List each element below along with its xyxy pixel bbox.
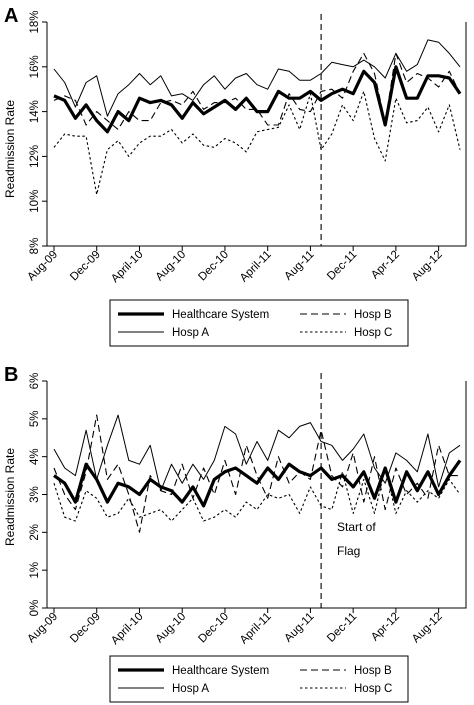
panel-letter-b: B [4, 364, 18, 386]
panel-b: B Readmission Rate 0%1%2%3%4%5%6%Aug-09 D… [3, 364, 467, 648]
x-tick-label: Dec-10 [196, 249, 231, 284]
series-line-healthcare-system [53, 65, 462, 134]
x-tick-label: April-11 [238, 249, 274, 285]
axes-a: 8%10%12%14%16%18%Aug-09 Dec-09 April-10 Aug… [25, 10, 467, 286]
axes-b: 0%1%2%3%4%5%6%Aug-09 Dec-09 April-10 Aug-10… [25, 373, 467, 648]
annotation-line-2: Flag [337, 544, 360, 558]
series-line-hosp-c [53, 467, 461, 522]
x-tick-label: Dec-10 [196, 611, 231, 646]
legend-label: Healthcare System [172, 309, 269, 321]
y-tick-label: 8% [29, 238, 41, 255]
legend-a: Healthcare System Hosp B Hosp A Hosp C [109, 299, 409, 347]
y-tick-label: 12% [29, 145, 41, 168]
x-tick-label: Aug-10 [154, 249, 189, 284]
x-tick-label: April-11 [238, 611, 274, 647]
x-tick-label: Dec-09 [68, 249, 103, 284]
x-tick-label: Dec-11 [325, 611, 359, 645]
legend-label: Hosp B [354, 309, 392, 321]
series-line-hosp-b [53, 414, 460, 533]
y-axis-label-b: Readmission Rate [3, 448, 17, 546]
x-tick-label: Dec-09 [68, 611, 103, 646]
y-tick-label: 16% [29, 55, 41, 78]
series-line-hosp-a [53, 39, 461, 117]
legend-b: Healthcare System Hosp B Hosp A Hosp C [109, 655, 409, 703]
series-line-hosp-b [53, 52, 461, 131]
series-line-hosp-a [53, 414, 461, 492]
series-layer-b [53, 414, 462, 533]
legend-box [109, 299, 409, 347]
y-axis-label-a: Readmission Rate [3, 100, 17, 198]
axis-frame-b [46, 381, 467, 609]
x-tick-label: Aug-11 [282, 249, 316, 283]
y-tick-label: 4% [29, 448, 41, 465]
x-tick-label: Aug-12 [410, 611, 445, 646]
series-line-hosp-c [53, 90, 461, 196]
panel-a: A Readmission Rate 8% 10% 12% 14% 16% 18% Aug-… [3, 5, 467, 286]
legend-box [109, 655, 409, 703]
y-tick-label: 10% [29, 190, 41, 213]
x-tick-label: Apr-12 [369, 611, 402, 644]
legend-label: Hosp C [354, 327, 392, 339]
x-tick-label: Aug-11 [282, 611, 316, 645]
legend-label: Hosp A [172, 327, 209, 339]
x-tick-label: April-10 [109, 249, 146, 286]
legend-label: Hosp A [172, 683, 209, 695]
series-layer-a [53, 39, 462, 196]
series-line-healthcare-system [53, 459, 462, 508]
y-tick-label: 3% [29, 486, 41, 503]
y-tick-label: 18% [29, 10, 41, 33]
legend-label: Hosp B [354, 665, 392, 677]
y-tick-label: 6% [29, 373, 41, 390]
x-tick-label: Dec-11 [325, 249, 359, 283]
x-tick-label: Aug-10 [154, 611, 189, 646]
y-tick-label: 1% [29, 562, 41, 579]
y-tick-label: 5% [29, 411, 41, 428]
x-tick-label: April-10 [109, 611, 146, 648]
annotation-line-1: Start of [337, 520, 376, 534]
axis-frame-a [46, 22, 467, 247]
x-tick-label: Apr-12 [369, 249, 402, 282]
panel-letter-a: A [4, 5, 18, 27]
y-tick-label: 2% [29, 524, 41, 541]
y-tick-label: 0% [29, 600, 41, 617]
x-tick-label: Aug-12 [410, 249, 445, 284]
legend-label: Hosp C [354, 683, 392, 695]
y-tick-label: 14% [29, 100, 41, 123]
legend-label: Healthcare System [172, 665, 269, 677]
